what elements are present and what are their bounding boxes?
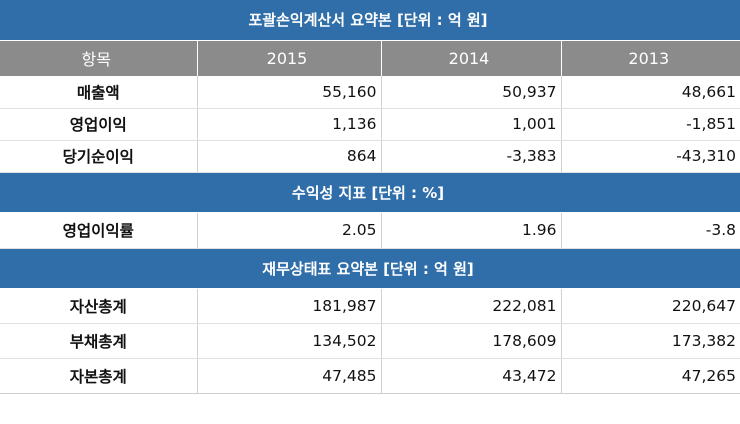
section-title-ratio: 수익성 지표 [단위 : %] [0, 172, 740, 213]
cell-value: 1,001 [380, 108, 561, 141]
row-label: 당기순이익 [0, 140, 197, 173]
cell-value: 48,661 [560, 76, 740, 109]
financial-summary-table: 포괄손익계산서 요약본 [단위 : 억 원] 항목 2015 2014 2013… [0, 0, 740, 394]
section-title-balance: 재무상태표 요약본 [단위 : 억 원] [0, 248, 740, 289]
column-header-2014: 2014 [380, 40, 561, 76]
cell-value: 173,382 [560, 323, 740, 359]
cell-value: 178,609 [380, 323, 561, 359]
table-row-operating-margin: 영업이익률 2.05 1.96 -3.8 [0, 212, 740, 249]
section-header-balance: 재무상태표 요약본 [단위 : 억 원] [0, 248, 740, 289]
section-header-income: 포괄손익계산서 요약본 [단위 : 억 원] [0, 0, 740, 41]
cell-value: 50,937 [380, 76, 561, 109]
cell-value: 222,081 [380, 288, 561, 324]
section-header-ratio: 수익성 지표 [단위 : %] [0, 172, 740, 213]
cell-value: 55,160 [196, 76, 381, 109]
cell-value: 220,647 [560, 288, 740, 324]
row-label: 자본총계 [0, 358, 197, 394]
cell-value: -1,851 [560, 108, 740, 141]
cell-value: -3,383 [380, 140, 561, 173]
cell-value: 47,265 [560, 358, 740, 394]
cell-value: -3.8 [560, 212, 740, 249]
table-row-total-assets: 자산총계 181,987 222,081 220,647 [0, 288, 740, 324]
table-row-revenue: 매출액 55,160 50,937 48,661 [0, 76, 740, 109]
column-header-2013: 2013 [560, 40, 740, 76]
column-header-row: 항목 2015 2014 2013 [0, 40, 740, 76]
row-label: 매출액 [0, 76, 197, 109]
cell-value: 864 [196, 140, 381, 173]
cell-value: 1.96 [380, 212, 561, 249]
cell-value: 47,485 [196, 358, 381, 394]
table-row-total-liabilities: 부채총계 134,502 178,609 173,382 [0, 323, 740, 359]
row-label: 영업이익 [0, 108, 197, 141]
cell-value: 2.05 [196, 212, 381, 249]
cell-value: 181,987 [196, 288, 381, 324]
cell-value: 134,502 [196, 323, 381, 359]
table-row-total-equity: 자본총계 47,485 43,472 47,265 [0, 358, 740, 394]
table-row-net-income: 당기순이익 864 -3,383 -43,310 [0, 140, 740, 173]
cell-value: 1,136 [196, 108, 381, 141]
row-label: 영업이익률 [0, 212, 197, 249]
row-label: 부채총계 [0, 323, 197, 359]
table-row-operating-profit: 영업이익 1,136 1,001 -1,851 [0, 108, 740, 141]
section-title-income: 포괄손익계산서 요약본 [단위 : 억 원] [0, 0, 740, 41]
row-label: 자산총계 [0, 288, 197, 324]
column-header-2015: 2015 [196, 40, 381, 76]
cell-value: 43,472 [380, 358, 561, 394]
cell-value: -43,310 [560, 140, 740, 173]
column-header-item: 항목 [0, 40, 197, 76]
